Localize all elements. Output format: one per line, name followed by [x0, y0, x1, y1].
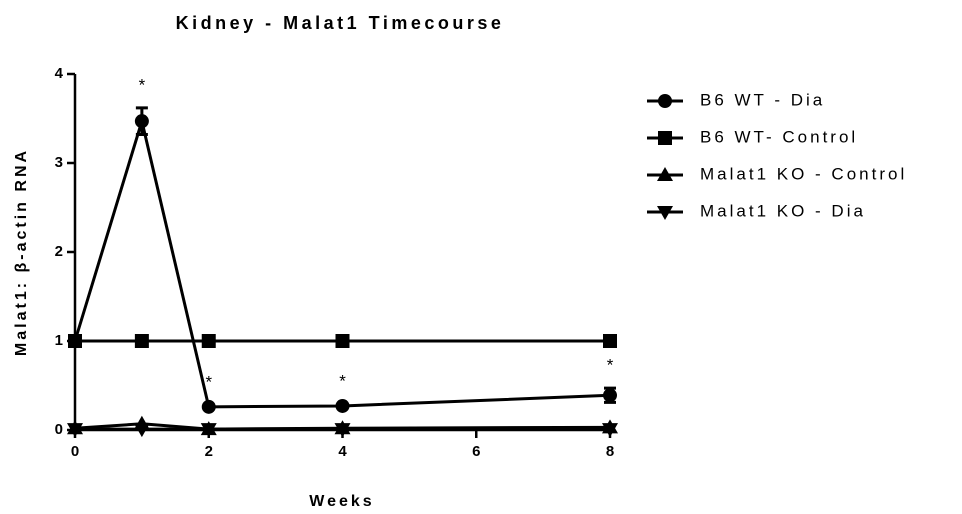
marker [200, 423, 217, 438]
marker [334, 423, 351, 438]
chart-title: Kidney - Malat1 Timecourse [176, 13, 505, 33]
y-axis-label: Malat1: β-actin RNA [13, 148, 30, 356]
marker [67, 423, 83, 438]
x-tick-label: 2 [205, 443, 213, 460]
y-tick-label: 0 [55, 421, 63, 438]
marker [658, 131, 672, 145]
marker [335, 398, 350, 413]
marker [134, 334, 149, 348]
marker [201, 399, 216, 414]
legend-label: Malat1 KO - Dia [700, 201, 866, 220]
annotation: * [607, 356, 614, 375]
x-tick-label: 0 [71, 443, 79, 460]
marker [657, 167, 673, 181]
annotation: * [139, 75, 146, 94]
y-tick-label: 4 [55, 65, 64, 82]
marker [603, 388, 617, 403]
marker [134, 114, 149, 129]
marker [657, 206, 673, 220]
marker [133, 423, 150, 438]
legend-label: B6 WT - Dia [700, 90, 825, 109]
legend-label: B6 WT- Control [700, 127, 858, 146]
x-tick-label: 6 [472, 443, 480, 460]
marker [68, 334, 82, 348]
annotation: * [339, 372, 346, 391]
series-line [73, 115, 611, 409]
annotation: * [205, 373, 212, 392]
y-tick-label: 2 [55, 243, 63, 260]
y-tick-label: 3 [55, 154, 63, 171]
marker [335, 334, 350, 348]
marker [603, 334, 617, 348]
marker [201, 334, 216, 348]
x-axis-label: Weeks [309, 493, 374, 510]
x-tick-label: 4 [338, 443, 347, 460]
legend-label: Malat1 KO - Control [700, 164, 907, 183]
y-tick-label: 1 [55, 332, 63, 349]
marker [602, 423, 618, 438]
marker [658, 94, 672, 108]
x-tick-label: 8 [606, 443, 614, 460]
